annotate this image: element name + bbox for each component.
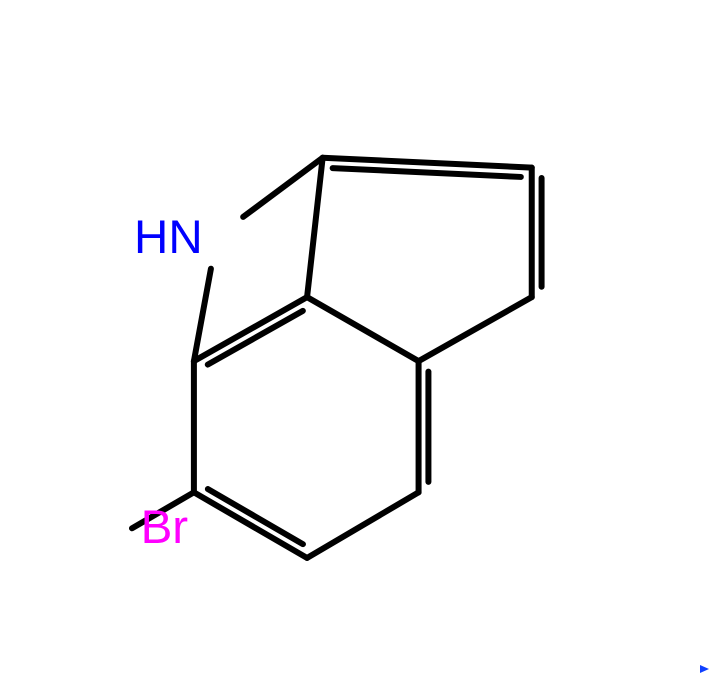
bromine-label: Br — [141, 504, 189, 552]
bond-line — [194, 492, 307, 558]
nitrogen-label: HN — [134, 214, 203, 262]
bond-line — [194, 269, 211, 361]
bond-line — [307, 297, 419, 361]
cursor-marker-icon — [700, 665, 709, 673]
stage: HN Br — [0, 0, 714, 679]
bond-line — [333, 168, 521, 177]
molecule-diagram — [0, 0, 714, 679]
bond-line — [307, 492, 419, 558]
bond-line — [208, 489, 303, 544]
bond-line — [419, 297, 532, 361]
bond-line — [307, 158, 323, 297]
bond-line — [208, 311, 303, 365]
bond-line — [194, 297, 307, 361]
bond-line — [243, 158, 322, 217]
